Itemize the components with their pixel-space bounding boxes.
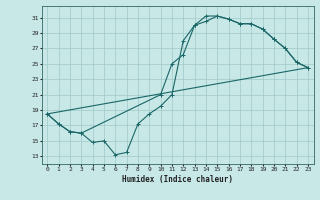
X-axis label: Humidex (Indice chaleur): Humidex (Indice chaleur) [122,175,233,184]
